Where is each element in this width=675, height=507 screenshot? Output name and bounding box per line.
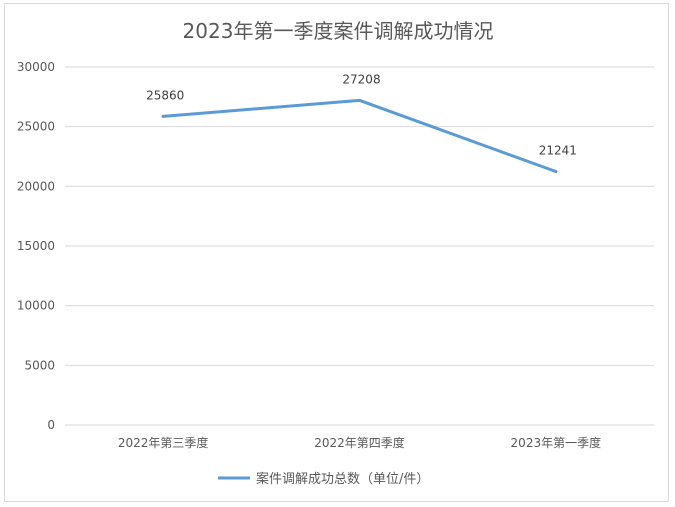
data-point — [554, 170, 558, 174]
series-layer — [161, 98, 558, 174]
data-label: 25860 — [146, 88, 184, 102]
data-label: 27208 — [342, 72, 380, 86]
data-label: 21241 — [539, 144, 577, 158]
chart-frame — [4, 3, 669, 502]
x-tick-label: 2022年第三季度 — [118, 435, 209, 450]
x-tick-label: 2023年第一季度 — [511, 435, 602, 450]
data-point — [358, 98, 361, 102]
y-tick-label: 15000 — [17, 239, 55, 253]
gridlines — [65, 66, 654, 426]
x-tick-label: 2022年第四季度 — [314, 435, 405, 450]
y-axis-ticks: 0 5000 10000 15000 20000 25000 30000 — [17, 60, 55, 432]
x-axis-ticks: 2022年第三季度 2022年第四季度 2023年第一季度 — [118, 435, 601, 450]
legend: 案件调解成功总数（单位/件） — [218, 472, 429, 487]
y-tick-label: 0 — [47, 418, 55, 432]
y-tick-label: 5000 — [24, 358, 55, 372]
y-tick-label: 30000 — [17, 60, 55, 74]
y-tick-label: 25000 — [17, 120, 55, 134]
legend-label: 案件调解成功总数（单位/件） — [256, 472, 429, 487]
data-point — [161, 114, 165, 118]
chart-title: 2023年第一季度案件调解成功情况 — [183, 19, 494, 43]
series-line — [161, 98, 558, 174]
data-labels: 25860 27208 21241 — [146, 72, 577, 157]
y-tick-label: 10000 — [17, 299, 55, 313]
y-tick-label: 20000 — [17, 179, 55, 193]
